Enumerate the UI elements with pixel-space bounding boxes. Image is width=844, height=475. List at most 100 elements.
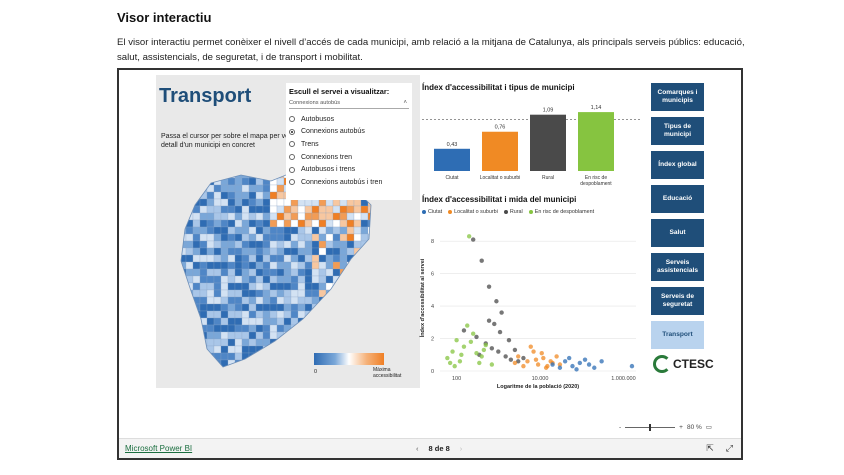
- nav-button-assistencials[interactable]: Serveis assistencials: [651, 253, 704, 281]
- map-municipality: [262, 324, 271, 333]
- nav-button-seguretat[interactable]: Serveis de seguretat: [651, 287, 704, 315]
- map-municipality: [220, 338, 229, 347]
- map-municipality: [339, 296, 348, 305]
- map-municipality: [185, 171, 194, 179]
- map-municipality: [283, 289, 292, 298]
- nav-button-comarques[interactable]: Comarques i municipis: [651, 83, 704, 111]
- slicer-option-connexions-tren[interactable]: Connexions tren: [289, 151, 412, 164]
- slicer-option-autobusos-i-trens[interactable]: Autobusos i trens: [289, 163, 412, 176]
- map-municipality: [297, 303, 306, 312]
- map-municipality: [241, 331, 250, 340]
- slicer-option-connexions-autobus-i-tren[interactable]: Connexions autobús i tren: [289, 176, 412, 189]
- scatter-point: [521, 355, 526, 361]
- nav-button-salut[interactable]: Salut: [651, 219, 704, 247]
- map-municipality: [325, 233, 334, 242]
- fit-page-icon[interactable]: ▭: [705, 424, 712, 431]
- map-municipality: [269, 191, 278, 200]
- share-icon[interactable]: ⇱: [706, 443, 714, 453]
- map-municipality: [262, 254, 271, 263]
- legend-item-localitat[interactable]: Localitat o suburbi: [448, 209, 498, 215]
- legend-item-rural[interactable]: Rural: [503, 209, 523, 215]
- map-municipality: [304, 317, 313, 326]
- next-page-button[interactable]: ›: [459, 444, 463, 453]
- map-municipality: [262, 261, 271, 270]
- map-municipality: [360, 366, 369, 367]
- map-municipality: [269, 282, 278, 291]
- map-municipality: [353, 254, 362, 263]
- map-municipality: [346, 198, 355, 207]
- map-municipality: [311, 198, 320, 207]
- map-municipality: [185, 268, 194, 277]
- slicer-dropdown[interactable]: Connexions autobús ˄: [289, 100, 409, 109]
- map-municipality: [199, 177, 208, 186]
- zoom-slider-thumb[interactable]: [649, 423, 652, 431]
- map-municipality: [290, 338, 299, 347]
- map-municipality: [283, 254, 292, 263]
- map-municipality: [346, 233, 355, 242]
- map-municipality: [339, 324, 348, 333]
- map-municipality: [311, 317, 320, 326]
- scatter-chart[interactable]: 0 2 4 6 8 100 10.000 1.000.000 Logaritme de la p…: [418, 219, 643, 389]
- slicer-option-connexions-autobus[interactable]: Connexions autobús: [289, 126, 412, 139]
- map-municipality: [227, 296, 236, 305]
- map-municipality: [206, 205, 215, 214]
- map-municipality: [248, 366, 257, 367]
- bar-chart[interactable]: 0,43 Ciutat 0,76 Localitat o suburbi 1,09 Rur…: [422, 95, 642, 195]
- map-municipality: [325, 240, 334, 249]
- scatter-point: [445, 355, 450, 361]
- prev-page-button[interactable]: ‹: [416, 444, 419, 453]
- powerbi-footer: Microsoft Power BI ‹ 8 de 8 › ⇱ ⤢: [119, 438, 741, 458]
- map-municipality: [297, 282, 306, 291]
- map-municipality: [234, 226, 243, 235]
- slicer-option-label: Autobusos i trens: [301, 166, 356, 174]
- fullscreen-icon[interactable]: ⤢: [725, 443, 733, 453]
- map-municipality: [213, 184, 222, 193]
- map-municipality: [234, 275, 243, 284]
- map-municipality: [283, 338, 292, 347]
- scatter-point: [577, 360, 583, 366]
- slicer-option-trens[interactable]: Trens: [289, 138, 412, 151]
- map-municipality: [311, 219, 320, 228]
- map-municipality: [339, 289, 348, 298]
- map-municipality: [367, 261, 371, 270]
- powerbi-embed: Transport Passa el cursor per sobre el m…: [117, 68, 743, 460]
- nav-button-educacio[interactable]: Educació: [651, 185, 704, 213]
- map-municipality: [276, 177, 285, 186]
- catalonia-map[interactable]: [171, 153, 381, 373]
- legend-item-ciutat[interactable]: Ciutat: [422, 209, 442, 215]
- slicer-option-autobusos[interactable]: Autobusos: [289, 113, 412, 126]
- nav-button-transport[interactable]: Transport: [651, 321, 704, 349]
- map-municipality: [311, 310, 320, 319]
- nav-button-index-global[interactable]: Índex global: [651, 151, 704, 179]
- scatter-point: [543, 365, 549, 370]
- map-municipality: [262, 240, 271, 249]
- zoom-in-button[interactable]: +: [679, 423, 683, 431]
- powerbi-link[interactable]: Microsoft Power BI: [125, 444, 193, 453]
- map-municipality: [332, 303, 341, 312]
- map-municipality: [283, 233, 292, 242]
- map-municipality: [318, 233, 327, 242]
- map-hint: Passa el cursor per sobre el mapa per ve…: [161, 133, 307, 149]
- map-municipality: [234, 282, 243, 291]
- map-municipality: [255, 191, 264, 200]
- map-municipality: [346, 226, 355, 235]
- map-municipality: [353, 240, 362, 249]
- map-municipality: [339, 338, 348, 347]
- map-municipality: [269, 268, 278, 277]
- map-municipality: [262, 310, 271, 319]
- map-municipality: [213, 310, 222, 319]
- zoom-out-button[interactable]: -: [619, 423, 622, 431]
- zoom-slider[interactable]: [625, 423, 676, 431]
- map-municipality: [220, 282, 229, 291]
- map-municipality: [339, 303, 348, 312]
- scatter-point: [492, 321, 497, 327]
- map-municipality: [360, 254, 369, 263]
- map-municipality: [199, 296, 208, 305]
- scatter-point: [457, 359, 463, 364]
- map-municipality: [227, 268, 236, 277]
- legend-item-risc[interactable]: En risc de despoblament: [528, 209, 594, 215]
- scatter-point: [452, 363, 457, 369]
- nav-button-tipus[interactable]: Tipus de municipi: [651, 117, 704, 145]
- map-municipality: [311, 247, 320, 256]
- map-municipality: [367, 338, 371, 347]
